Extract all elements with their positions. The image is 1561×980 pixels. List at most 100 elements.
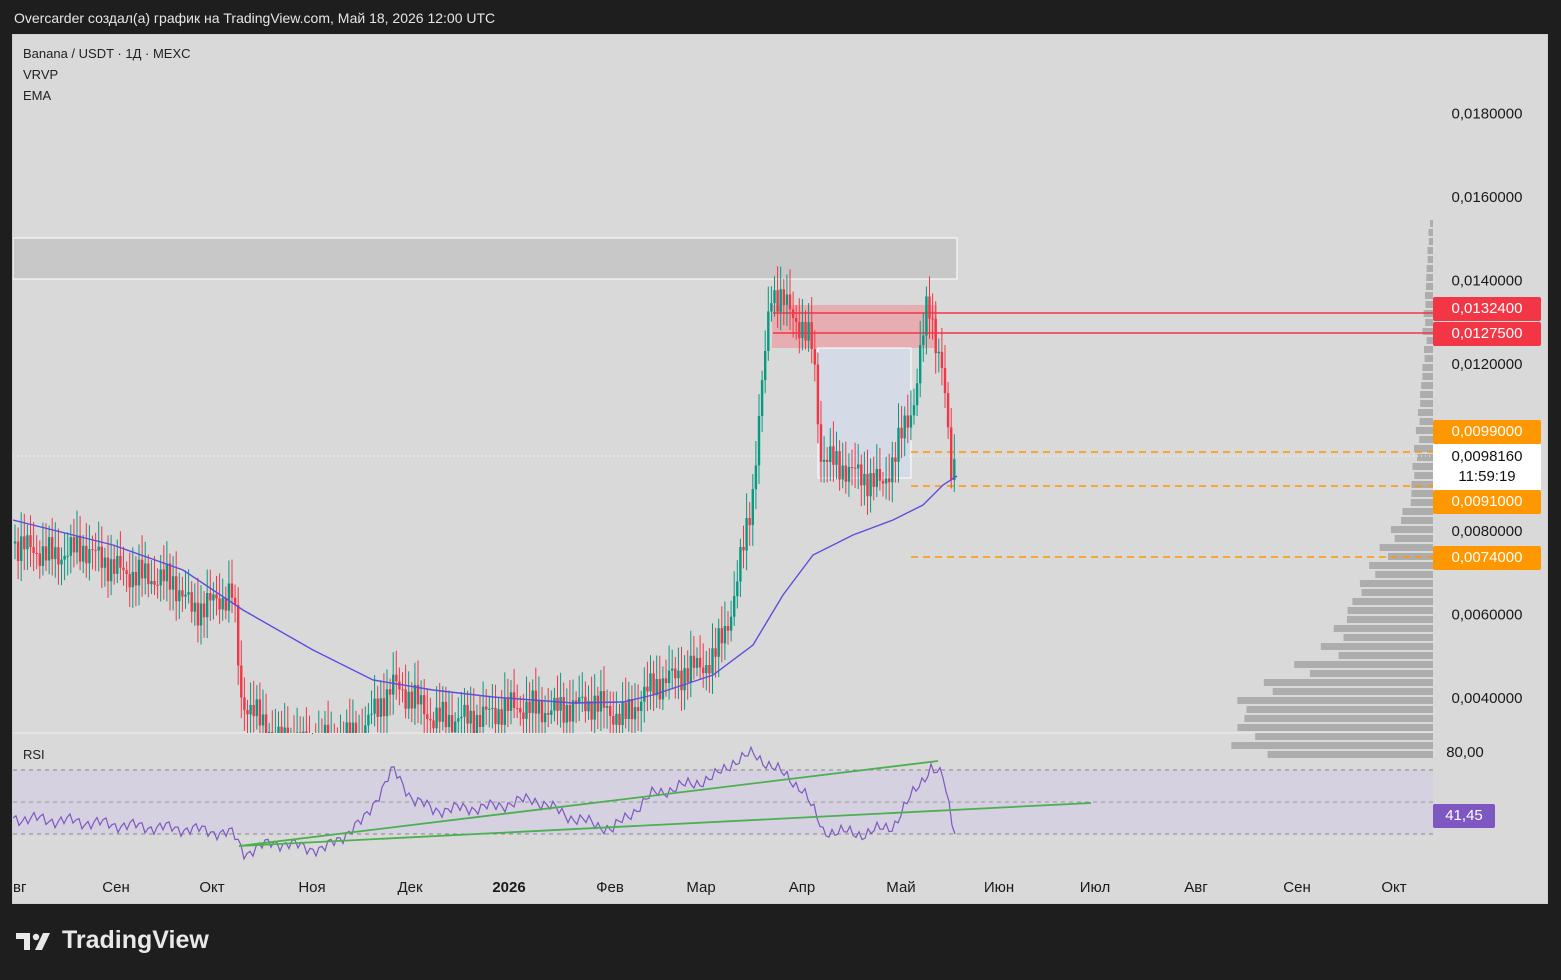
candle-body	[88, 549, 91, 564]
candle-body	[413, 684, 417, 709]
volume-profile-bar	[1411, 490, 1433, 497]
candle-body	[370, 713, 373, 715]
candle-body	[745, 518, 748, 551]
candle-body	[729, 616, 733, 631]
time-axis-label: Окт	[1381, 879, 1406, 896]
candle-body	[94, 550, 97, 552]
candle-body	[829, 446, 832, 463]
tradingview-brand[interactable]: TradingView	[16, 926, 209, 955]
candle-body	[395, 674, 398, 682]
candle-body	[196, 602, 200, 626]
candle-body	[853, 467, 857, 469]
candle-body	[686, 668, 689, 683]
candle-body	[435, 707, 438, 729]
rsi-legend[interactable]: RSI	[23, 747, 45, 762]
candle-body	[835, 451, 838, 465]
candle-body	[822, 459, 826, 462]
candle-body	[237, 604, 240, 666]
candle-body	[218, 598, 221, 610]
candle-body	[106, 557, 110, 582]
price-axis-tick: 0,0080000	[1452, 523, 1523, 540]
candle-body	[652, 673, 655, 696]
candle-body	[630, 699, 634, 720]
candle-body	[206, 593, 209, 618]
candle-body	[950, 427, 953, 481]
price-label-resistance-1: 0,0132400	[1433, 297, 1541, 321]
price-axis-tick: 0,0040000	[1452, 690, 1523, 707]
candle-body	[832, 446, 835, 465]
candle-body	[649, 673, 652, 692]
candle-body	[881, 480, 885, 484]
candle-body	[168, 563, 172, 590]
candle-body	[602, 691, 606, 708]
candle-body	[934, 318, 937, 354]
candle-body	[432, 720, 435, 729]
volume-profile-bar	[1402, 508, 1433, 515]
candle-body	[184, 594, 187, 597]
candle-body	[702, 667, 705, 674]
candle-body	[568, 704, 572, 722]
chart-canvas[interactable]: 0,0180000 0,0160000 0,0140000 0,0120000 0,00…	[13, 35, 1548, 904]
candle-body	[178, 590, 181, 602]
candle-body	[165, 563, 169, 582]
volume-profile-bar	[1419, 436, 1433, 443]
candle-body	[946, 393, 950, 428]
candle-body	[531, 690, 534, 713]
candle-body	[866, 473, 869, 497]
candle-body	[519, 708, 522, 713]
candle-body	[788, 294, 792, 310]
candle-body	[305, 731, 308, 733]
time-axis-label: Мар	[686, 879, 715, 896]
indicator-legend-ema[interactable]: EMA	[23, 88, 52, 103]
candle-body	[224, 597, 227, 611]
candle-body	[646, 686, 649, 692]
volume-profile-bar	[1272, 688, 1433, 695]
candle-body	[841, 465, 844, 480]
candle-body	[584, 696, 587, 712]
candle-body	[175, 576, 178, 602]
price-label-level-1: 0,0099000	[1433, 420, 1541, 444]
candle-body	[82, 545, 85, 562]
indicator-legend-vrvp[interactable]: VRVP	[23, 67, 59, 82]
price-axis-tick: 0,0060000	[1452, 607, 1523, 624]
chart-pane[interactable]: 0,0180000 0,0160000 0,0140000 0,0120000 0,00…	[12, 34, 1548, 904]
candle-body	[565, 704, 568, 723]
candle-body	[674, 668, 677, 679]
candle-body	[202, 603, 206, 618]
candle-body	[159, 569, 162, 586]
volume-profile-bar	[1387, 553, 1433, 560]
volume-profile-bar	[1294, 661, 1433, 668]
candle-body	[525, 701, 528, 719]
candle-body	[850, 466, 854, 468]
candle-body	[748, 518, 751, 526]
time-axis-label: Фев	[596, 879, 624, 896]
volume-profile-bar	[1410, 499, 1433, 506]
candle-body	[813, 348, 816, 365]
candle-body	[723, 625, 727, 644]
candle-body	[506, 697, 510, 711]
candle-body	[392, 674, 395, 695]
candle-body	[41, 546, 45, 566]
volume-profile-bar	[1427, 256, 1433, 263]
candle-body	[190, 592, 193, 612]
candle-body	[91, 549, 94, 551]
candle-body	[587, 701, 590, 712]
candle-body	[661, 678, 665, 700]
candle-body	[925, 296, 928, 336]
candle-body	[736, 581, 739, 597]
volume-profile-bar	[1359, 580, 1433, 587]
price-label-level-3: 0,0074000	[1433, 546, 1541, 570]
candle-body	[246, 710, 249, 715]
candle-body	[509, 692, 513, 711]
candle-body	[423, 695, 426, 715]
candle-body	[692, 655, 696, 668]
candle-body	[726, 625, 730, 631]
time-axis-label: Май	[886, 879, 915, 896]
candle-body	[878, 468, 882, 481]
candle-body	[680, 670, 683, 691]
candle-body	[671, 668, 674, 671]
candle-body	[23, 536, 26, 550]
symbol-legend[interactable]: Banana / USDT · 1Д · MEXC	[23, 46, 191, 61]
candle-body	[252, 704, 255, 717]
time-axis-label: Дек	[397, 879, 423, 896]
